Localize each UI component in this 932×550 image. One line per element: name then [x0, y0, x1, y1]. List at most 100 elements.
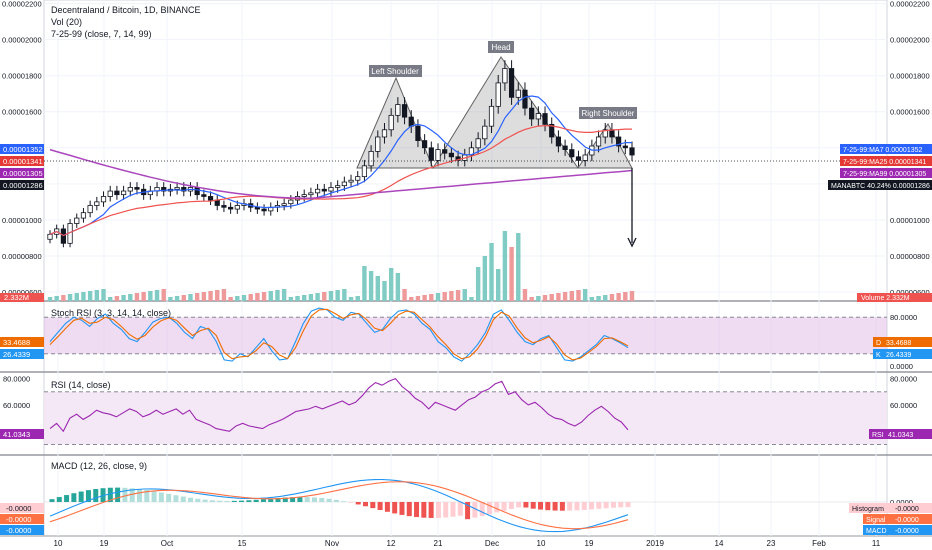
svg-text:41.0343: 41.0343	[3, 430, 30, 439]
macd-histogram-bar	[465, 502, 471, 520]
volume-bar	[629, 291, 635, 301]
ma99-line	[49, 148, 633, 200]
candle-body	[114, 190, 120, 196]
candle-body	[87, 205, 93, 214]
candle-body	[549, 123, 555, 138]
candle-body	[575, 156, 582, 161]
svg-text:-0.0000: -0.0000	[895, 506, 919, 513]
target-arrow	[627, 168, 637, 248]
svg-text:7-25-99:MA25 0.00001341: 7-25-99:MA25 0.00001341	[843, 159, 926, 166]
volume-bar	[241, 295, 247, 301]
time-tick-label: Oct	[161, 539, 174, 548]
svg-text:41.0343: 41.0343	[888, 432, 913, 439]
volume-legend: Vol (20)	[51, 17, 82, 27]
macd-histogram-bar	[406, 502, 412, 517]
macd-histogram-bar	[246, 500, 252, 502]
candle-body	[328, 187, 334, 192]
volume-bar	[108, 297, 113, 301]
volume-bar	[455, 290, 461, 301]
macd-histogram-bar	[370, 502, 376, 509]
macd-histogram-bar	[457, 502, 463, 516]
right-tag-ma7: 7-25-99:MA7 0.00001352	[840, 144, 932, 154]
candle-body	[100, 196, 107, 203]
price-tick-label-left: 0.00001800	[2, 72, 42, 81]
left-tag-macd-signal: -0.0000	[0, 514, 44, 524]
macd-histogram-bar	[333, 499, 339, 502]
stoch-band-fill	[44, 317, 887, 354]
macd-histogram-bar	[603, 502, 609, 509]
time-axis: 10 19 Oct 15 Nov 12 21 Dec 10 19 2019 14 23 Feb 11	[54, 539, 881, 548]
macd-histogram-bar	[129, 488, 135, 502]
macd-histogram-bar	[545, 502, 551, 511]
macd-histogram-bar	[253, 499, 259, 502]
candle-body	[629, 147, 635, 156]
candle-body	[281, 203, 287, 206]
candle-body	[348, 179, 354, 183]
macd-histogram-bar	[260, 499, 266, 502]
macd-signal-line	[49, 481, 629, 530]
right-tag-signal: Signal -0.0000	[863, 514, 932, 524]
volume-bar	[375, 276, 380, 301]
price-tick-label-left: 0.00000600	[2, 288, 42, 297]
stoch-rsi-legend: Stoch RSI (3, 3, 14, 14, close)	[51, 308, 171, 318]
head-shoulders-pattern	[356, 56, 633, 170]
candle-body	[435, 149, 441, 161]
volume-bar	[221, 289, 227, 301]
volume-bar	[482, 256, 488, 301]
time-tick-label: 19	[585, 539, 594, 548]
volume-bar	[623, 292, 628, 301]
candle-body	[395, 104, 401, 116]
macd-histogram-bar	[421, 502, 427, 518]
volume-bar	[188, 294, 193, 301]
candle-body	[602, 129, 608, 138]
macd-line	[49, 478, 629, 533]
right-shoulder-label: Right Shoulder	[579, 107, 637, 119]
svg-text:Left Shoulder: Left Shoulder	[371, 67, 419, 76]
volume-bar	[315, 293, 320, 301]
stoch-k-line	[49, 307, 629, 362]
candle-body	[388, 114, 394, 131]
right-tag-ma99: 7-25-99:MA99 0.00001305	[840, 168, 932, 178]
macd-tick-label: 0.0000	[890, 498, 913, 507]
volume-bar	[362, 266, 367, 301]
candle-body	[555, 136, 562, 147]
macd-histogram-bar	[581, 502, 587, 510]
candle-body	[415, 125, 421, 141]
right-tag-histogram: Histogram -0.0000	[849, 503, 932, 513]
price-tick-label-right: 0.00001800	[890, 72, 930, 81]
macd-histogram-bar	[428, 502, 434, 518]
macd-histogram-bar	[319, 497, 325, 502]
volume-bar	[395, 273, 401, 301]
macd-histogram-bar	[355, 502, 361, 505]
ma7-line	[49, 95, 632, 237]
volume-bar	[275, 290, 280, 301]
svg-text:K: K	[876, 352, 881, 359]
volume-bar	[536, 296, 541, 301]
candle-body	[161, 187, 167, 192]
volume-bar	[261, 292, 267, 301]
volume-bar	[148, 291, 153, 301]
candle-body	[616, 136, 622, 147]
svg-text:Signal: Signal	[866, 517, 886, 524]
volume-bar	[295, 296, 300, 301]
macd-histogram-bar	[275, 498, 281, 502]
svg-text:MACD: MACD	[866, 528, 887, 535]
macd-histogram-bar	[217, 500, 223, 502]
macd-histogram-bar	[78, 491, 84, 502]
volume-bar	[141, 292, 146, 301]
price-tick-label-left: 0.00001600	[2, 108, 42, 117]
macd-histogram-bar	[326, 498, 332, 502]
stoch-d-line	[49, 308, 629, 361]
volume-bar	[194, 293, 200, 301]
macd-histogram-bar	[115, 487, 121, 502]
right-tag-rsi: RSI 41.0343	[869, 429, 932, 439]
volume-bar	[255, 293, 260, 301]
candle-body	[609, 129, 615, 138]
volume-bar	[402, 289, 407, 301]
macd-histogram-bar	[348, 502, 354, 503]
volume-bar	[469, 297, 474, 301]
volume-bar	[248, 294, 253, 301]
volume-bar	[47, 297, 53, 301]
volume-bar	[355, 296, 360, 301]
macd-histogram-bar	[202, 499, 208, 502]
